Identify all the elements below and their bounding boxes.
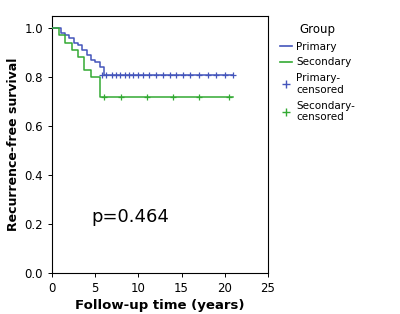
Y-axis label: Recurrence-free survival: Recurrence-free survival [7, 58, 20, 231]
X-axis label: Follow-up time (years): Follow-up time (years) [75, 299, 245, 312]
Legend: Primary, Secondary, Primary-
censored, Secondary-
censored: Primary, Secondary, Primary- censored, S… [278, 21, 357, 124]
Text: p=0.464: p=0.464 [91, 208, 169, 226]
